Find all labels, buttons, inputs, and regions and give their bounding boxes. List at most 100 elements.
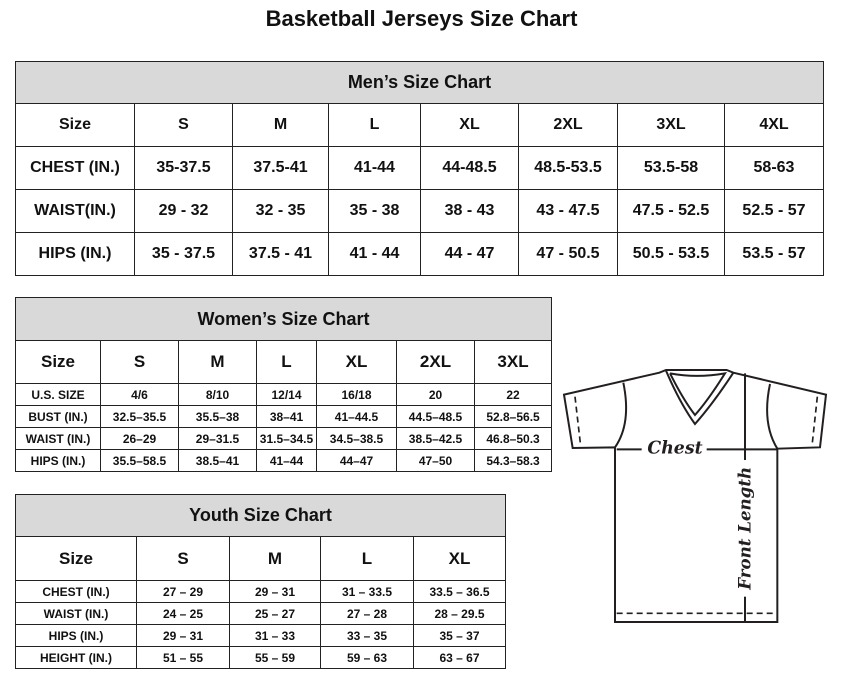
- table-cell: 35 – 37: [412, 624, 507, 647]
- header-row: Size S M L XL 2XL 3XL: [15, 340, 553, 384]
- table-row: WAIST (IN.) 24 – 25 25 – 27 27 – 28 28 – 29.…: [15, 602, 507, 625]
- table-cell: 29–31.5: [178, 427, 257, 450]
- header-cell: S: [100, 340, 179, 384]
- table-cell: 32.5–35.5: [100, 405, 179, 428]
- table-cell: 41 - 44: [328, 232, 421, 276]
- header-cell: XL: [316, 340, 397, 384]
- header-cell: XL: [420, 103, 519, 147]
- table-cell: 32 - 35: [232, 189, 329, 233]
- row-label: CHEST (IN.): [15, 146, 135, 190]
- header-cell: 3XL: [473, 340, 553, 384]
- table-row: BUST (IN.) 32.5–35.5 35.5–38 38–41 41–44.5 44…: [15, 405, 553, 428]
- table-cell: 35 - 38: [328, 189, 421, 233]
- table-cell: 44–47: [316, 449, 397, 472]
- table-cell: 35-37.5: [134, 146, 233, 190]
- table-row: HIPS (IN.) 29 – 31 31 – 33 33 – 35 35 – 37: [15, 624, 507, 647]
- mens-size-table: Men’s Size Chart Size S M L XL 2XL 3XL 4XL CHEST …: [15, 61, 824, 276]
- table-cell: 33 – 35: [320, 624, 414, 647]
- table-cell: 44 - 47: [420, 232, 519, 276]
- table-cell: 51 – 55: [136, 646, 230, 669]
- table-cell: 28 – 29.5: [412, 602, 507, 625]
- table-cell: 46.8–50.3: [473, 427, 553, 450]
- table-row: CHEST (IN.) 35-37.5 37.5-41 41-44 44-48.5 48.…: [15, 146, 824, 190]
- table-cell: 12/14: [256, 383, 317, 406]
- table-cell: 35.5–38: [178, 405, 257, 428]
- shirt-outline: [562, 369, 828, 623]
- table-cell: 4/6: [100, 383, 179, 406]
- table-cell: 63 – 67: [412, 646, 507, 669]
- front-length-label: Front Length: [735, 467, 755, 591]
- header-cell: M: [229, 536, 321, 581]
- row-label: BUST (IN.): [15, 405, 101, 428]
- table-cell: 37.5 - 41: [232, 232, 329, 276]
- table-cell: 55 – 59: [229, 646, 321, 669]
- row-label: WAIST(IN.): [15, 189, 135, 233]
- table-cell: 34.5–38.5: [316, 427, 397, 450]
- table-cell: 38.5–42.5: [396, 427, 475, 450]
- youth-table-caption: Youth Size Chart: [14, 494, 507, 537]
- header-cell: 2XL: [518, 103, 618, 147]
- table-cell: 52.8–56.5: [473, 405, 553, 428]
- row-label: WAIST (IN.): [15, 602, 137, 625]
- table-cell: 38–41: [256, 405, 317, 428]
- header-cell: S: [134, 103, 233, 147]
- header-cell: Size: [15, 103, 135, 147]
- table-cell: 47–50: [396, 449, 475, 472]
- table-cell: 53.5-58: [617, 146, 725, 190]
- row-label: HIPS (IN.): [15, 232, 135, 276]
- table-row: HEIGHT (IN.) 51 – 55 55 – 59 59 – 63 63 – 67: [15, 646, 507, 669]
- table-cell: 35.5–58.5: [100, 449, 179, 472]
- table-cell: 27 – 29: [136, 580, 230, 603]
- header-row: Size S M L XL: [15, 536, 507, 581]
- table-cell: 44.5–48.5: [396, 405, 475, 428]
- table-cell: 26–29: [100, 427, 179, 450]
- table-cell: 41-44: [328, 146, 421, 190]
- table-cell: 29 - 32: [134, 189, 233, 233]
- table-row: WAIST(IN.) 29 - 32 32 - 35 35 - 38 38 - 43 43…: [15, 189, 824, 233]
- table-row: HIPS (IN.) 35.5–58.5 38.5–41 41–44 44–47 47–5…: [15, 449, 553, 472]
- row-label: HIPS (IN.): [15, 449, 101, 472]
- table-cell: 37.5-41: [232, 146, 329, 190]
- table-cell: 29 – 31: [136, 624, 230, 647]
- table-cell: 22: [473, 383, 553, 406]
- page-title: Basketball Jerseys Size Chart: [265, 6, 578, 31]
- table-cell: 41–44: [256, 449, 317, 472]
- header-row: Size S M L XL 2XL 3XL 4XL: [15, 103, 824, 147]
- header-cell: XL: [412, 536, 507, 581]
- header-cell: L: [256, 340, 317, 384]
- table-cell: 27 – 28: [320, 602, 414, 625]
- table-cell: 47 - 50.5: [518, 232, 618, 276]
- table-cell: 58-63: [724, 146, 824, 190]
- header-cell: S: [136, 536, 230, 581]
- table-cell: 50.5 - 53.5: [617, 232, 725, 276]
- header-cell: L: [328, 103, 421, 147]
- table-row: HIPS (IN.) 35 - 37.5 37.5 - 41 41 - 44 44 - …: [15, 232, 824, 276]
- table-cell: 44-48.5: [420, 146, 519, 190]
- header-cell: Size: [15, 340, 101, 384]
- table-cell: 29 – 31: [229, 580, 321, 603]
- table-row: WAIST (IN.) 26–29 29–31.5 31.5–34.5 34.5–38.…: [15, 427, 553, 450]
- table-cell: 16/18: [316, 383, 397, 406]
- table-cell: 48.5-53.5: [518, 146, 618, 190]
- table-cell: 38.5–41: [178, 449, 257, 472]
- row-label: HIPS (IN.): [15, 624, 137, 647]
- chest-label: Chest: [647, 438, 702, 458]
- row-label: CHEST (IN.): [15, 580, 137, 603]
- table-cell: 24 – 25: [136, 602, 230, 625]
- table-cell: 54.3–58.3: [473, 449, 553, 472]
- jersey-diagram: Chest Front Length: [562, 369, 828, 623]
- men-table-caption: Men’s Size Chart: [15, 61, 824, 104]
- header-cell: L: [320, 536, 414, 581]
- header-cell: 4XL: [724, 103, 824, 147]
- youth-size-table: Youth Size Chart Size S M L XL CHEST (IN.) 27 –…: [14, 494, 507, 669]
- header-cell: Size: [15, 536, 137, 581]
- table-row: U.S. SIZE 4/6 8/10 12/14 16/18 20 22: [15, 383, 553, 406]
- table-cell: 20: [396, 383, 475, 406]
- table-row: CHEST (IN.) 27 – 29 29 – 31 31 – 33.5 33.5 –…: [15, 580, 507, 603]
- row-label: U.S. SIZE: [15, 383, 101, 406]
- table-cell: 52.5 - 57: [724, 189, 824, 233]
- table-cell: 33.5 – 36.5: [412, 580, 507, 603]
- header-cell: M: [232, 103, 329, 147]
- table-cell: 31.5–34.5: [256, 427, 317, 450]
- women-table-caption: Women’s Size Chart: [14, 297, 553, 341]
